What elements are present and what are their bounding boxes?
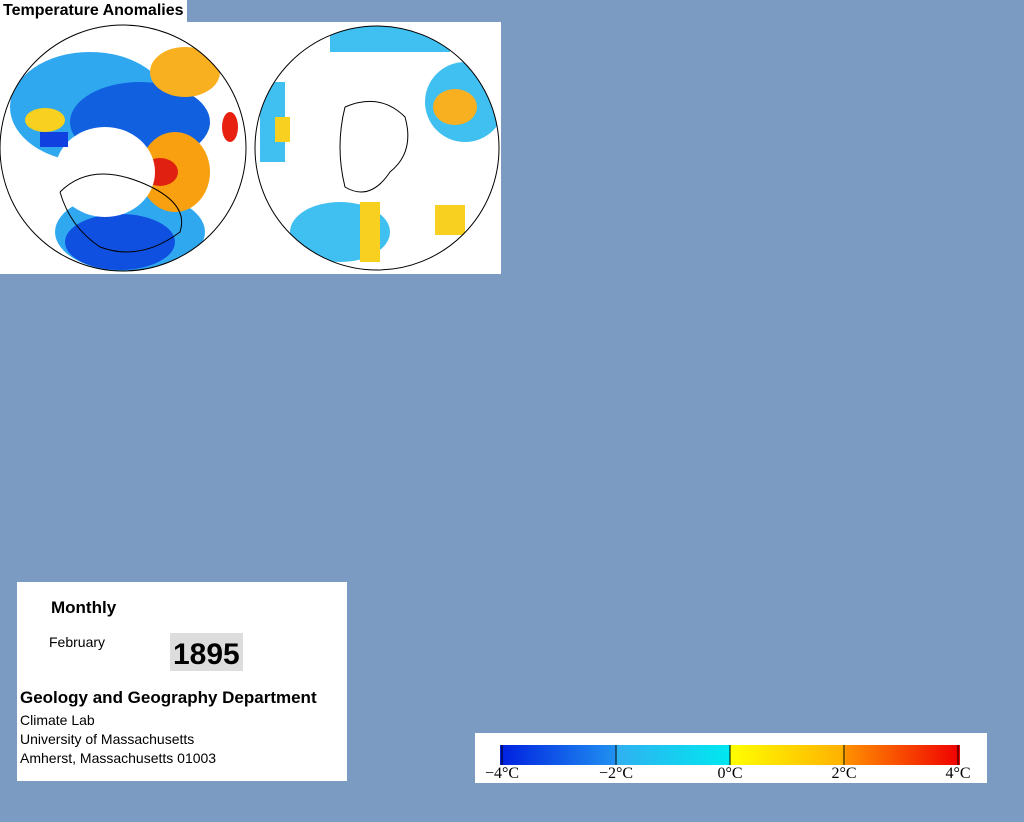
info-line: University of Massachusetts [20, 731, 195, 747]
period: Monthly [51, 598, 117, 617]
colorbar-tick-label: −2°C [599, 765, 633, 782]
title: Temperature Anomalies [0, 0, 187, 22]
info-line: Amherst, Massachusetts 01003 [20, 750, 217, 766]
map-panel [0, 22, 501, 274]
year: 1895 [170, 633, 243, 671]
south-hemisphere [260, 26, 499, 262]
department: Geology and Geography Department [20, 688, 317, 707]
info-line: Climate Lab [20, 712, 95, 728]
colorbar-tick-label: 2°C [831, 765, 856, 782]
colorbar-tick-label: 0°C [717, 765, 742, 782]
month: February [49, 634, 106, 650]
info-box: Monthly February 1895 Geology and Geogra… [17, 582, 347, 781]
colorbar: −4°C −2°C 0°C 2°C 4°C [475, 733, 987, 783]
colorbar-tick-label: −4°C [485, 765, 519, 782]
north-hemisphere [10, 47, 238, 271]
colorbar-tick-label: 4°C [945, 765, 970, 782]
